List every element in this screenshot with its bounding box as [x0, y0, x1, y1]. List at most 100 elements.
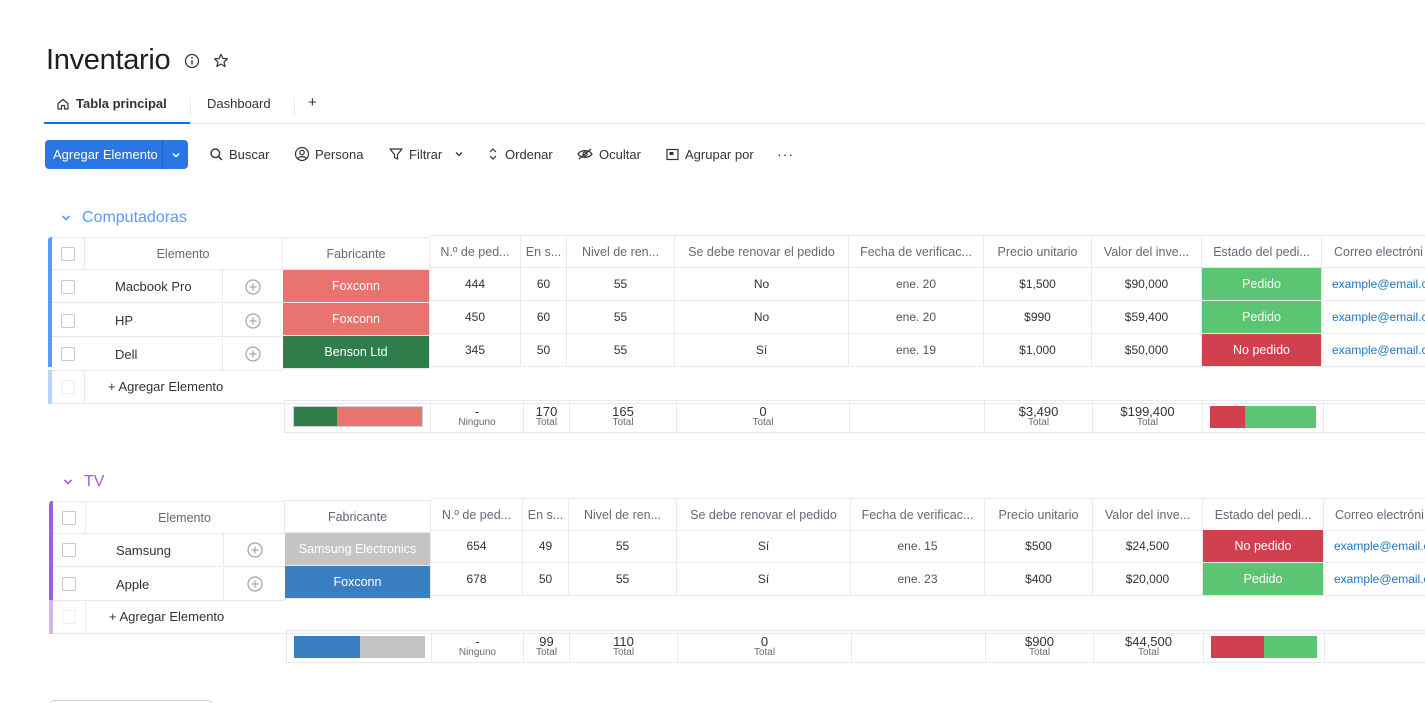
add-update-icon[interactable] [244, 278, 262, 296]
row-checkbox[interactable] [61, 280, 75, 294]
stock-cell[interactable]: 50 [523, 563, 569, 595]
tab-main-table[interactable]: Tabla principal [56, 96, 167, 111]
table-row[interactable]: 444 60 55 No ene. 20 $1,500 $90,000 Pedi… [430, 268, 1425, 301]
column-header[interactable]: En s... [523, 499, 569, 530]
order-number-cell[interactable]: 654 [431, 530, 523, 562]
hide-button[interactable]: Ocultar [576, 143, 641, 165]
renew-level-cell[interactable]: 55 [567, 268, 675, 300]
column-header[interactable]: Elemento [156, 246, 210, 261]
row-checkbox[interactable] [62, 543, 76, 557]
column-header[interactable]: Nivel de ren... [569, 499, 677, 530]
renew-order-cell[interactable]: No [675, 301, 849, 333]
column-header[interactable]: Se debe renovar el pedido [677, 499, 851, 530]
stock-cell[interactable]: 60 [521, 268, 567, 300]
info-icon[interactable] [183, 52, 201, 70]
group-header-computadoras[interactable]: Computadoras [60, 209, 187, 227]
column-header[interactable]: Estado del pedi... [1202, 236, 1322, 267]
column-header[interactable]: Valor del inve... [1093, 499, 1203, 530]
email-cell[interactable]: example@email.c [1332, 310, 1425, 324]
table-row[interactable]: Foxconn [284, 566, 431, 599]
table-row[interactable]: Apple [53, 568, 284, 601]
order-number-cell[interactable]: 444 [430, 268, 521, 300]
person-filter-button[interactable]: Persona [294, 143, 363, 165]
renew-level-cell[interactable]: 55 [567, 301, 675, 333]
email-cell[interactable]: example@email.c [1334, 572, 1425, 586]
select-all-checkbox[interactable] [61, 247, 75, 261]
table-row[interactable]: 678 50 55 Sí ene. 23 $400 $20,000 Pedido… [431, 563, 1425, 596]
column-header[interactable]: N.º de ped... [430, 236, 521, 267]
table-row[interactable]: Macbook Pro [52, 270, 282, 303]
add-update-icon[interactable] [244, 345, 262, 363]
unit-price-cell[interactable]: $1,500 [984, 268, 1092, 300]
table-row[interactable]: 654 49 55 Sí ene. 15 $500 $24,500 No ped… [431, 530, 1425, 563]
column-header[interactable]: Precio unitario [985, 499, 1093, 530]
column-header[interactable]: Elemento [158, 510, 211, 525]
email-cell[interactable]: example@email.c [1332, 343, 1425, 357]
renew-level-cell[interactable]: 55 [567, 334, 675, 366]
table-row[interactable]: Samsung [53, 534, 284, 567]
inventory-value-cell[interactable]: $59,400 [1092, 301, 1202, 333]
chevron-down-icon[interactable] [62, 476, 74, 488]
row-checkbox[interactable] [61, 347, 75, 361]
stock-cell[interactable]: 60 [521, 301, 567, 333]
table-row[interactable]: Benson Ltd [282, 336, 430, 369]
column-header[interactable]: Correo electróni [1335, 507, 1424, 522]
table-row[interactable]: Foxconn [282, 303, 430, 336]
status-cell[interactable]: Pedido [1203, 563, 1324, 595]
add-item-input[interactable]: + Agregar Elemento [108, 379, 224, 394]
table-row[interactable]: 345 50 55 Sí ene. 19 $1,000 $50,000 No p… [430, 334, 1425, 367]
add-item-button[interactable]: Agregar Elemento [45, 140, 188, 169]
item-name[interactable]: Samsung [116, 542, 171, 558]
check-date-cell[interactable]: ene. 19 [849, 334, 984, 366]
order-number-cell[interactable]: 345 [430, 334, 521, 366]
inventory-value-cell[interactable]: $50,000 [1092, 334, 1202, 366]
status-cell[interactable]: Pedido [1202, 268, 1322, 300]
column-header[interactable]: Nivel de ren... [567, 236, 675, 267]
item-name[interactable]: Apple [116, 576, 150, 592]
column-header[interactable]: Se debe renovar el pedido [675, 236, 849, 267]
table-row[interactable]: 450 60 55 No ene. 20 $990 $59,400 Pedido… [430, 301, 1425, 334]
chevron-down-icon[interactable] [60, 212, 72, 224]
column-header[interactable]: En s... [521, 236, 567, 267]
status-cell[interactable]: Pedido [1202, 301, 1322, 333]
unit-price-cell[interactable]: $990 [984, 301, 1092, 333]
manufacturer-cell[interactable]: Foxconn [283, 270, 430, 302]
unit-price-cell[interactable]: $400 [985, 563, 1093, 595]
star-icon[interactable] [212, 52, 230, 70]
chevron-down-icon[interactable] [453, 148, 465, 160]
manufacturer-cell[interactable]: Samsung Electronics [285, 533, 431, 565]
table-row[interactable]: HP [52, 304, 282, 337]
column-header[interactable]: Fabricante [282, 238, 430, 269]
renew-level-cell[interactable]: 55 [569, 563, 677, 595]
group-header-tv[interactable]: TV [62, 473, 104, 491]
unit-price-cell[interactable]: $500 [985, 530, 1093, 562]
add-item-row[interactable]: + Agregar Elemento [52, 370, 1425, 404]
column-header[interactable]: Fabricante [284, 501, 431, 532]
email-cell[interactable]: example@email.c [1332, 277, 1425, 291]
column-header[interactable]: Fecha de verificac... [849, 236, 984, 267]
add-item-row[interactable]: + Agregar Elemento [53, 600, 1425, 634]
tab-dashboard[interactable]: Dashboard [207, 96, 271, 111]
add-update-icon[interactable] [246, 541, 264, 559]
unit-price-cell[interactable]: $1,000 [984, 334, 1092, 366]
row-checkbox[interactable] [62, 577, 76, 591]
select-all-checkbox[interactable] [62, 511, 76, 525]
column-header[interactable]: N.º de ped... [431, 499, 523, 530]
search-button[interactable]: Buscar [209, 143, 269, 165]
renew-order-cell[interactable]: Sí [677, 563, 851, 595]
check-date-cell[interactable]: ene. 20 [849, 301, 984, 333]
inventory-value-cell[interactable]: $20,000 [1093, 563, 1203, 595]
renew-order-cell[interactable]: No [675, 268, 849, 300]
column-header[interactable]: Precio unitario [984, 236, 1092, 267]
inventory-value-cell[interactable]: $24,500 [1093, 530, 1203, 562]
add-update-icon[interactable] [244, 312, 262, 330]
item-name[interactable]: HP [115, 312, 134, 328]
row-checkbox[interactable] [61, 314, 75, 328]
column-header[interactable]: Valor del inve... [1092, 236, 1202, 267]
more-options-button[interactable]: ··· [777, 146, 794, 162]
chevron-down-icon[interactable] [162, 140, 188, 169]
stock-cell[interactable]: 49 [523, 530, 569, 562]
status-cell[interactable]: No pedido [1202, 334, 1322, 366]
check-date-cell[interactable]: ene. 15 [851, 530, 985, 562]
email-cell[interactable]: example@email.c [1334, 539, 1425, 553]
